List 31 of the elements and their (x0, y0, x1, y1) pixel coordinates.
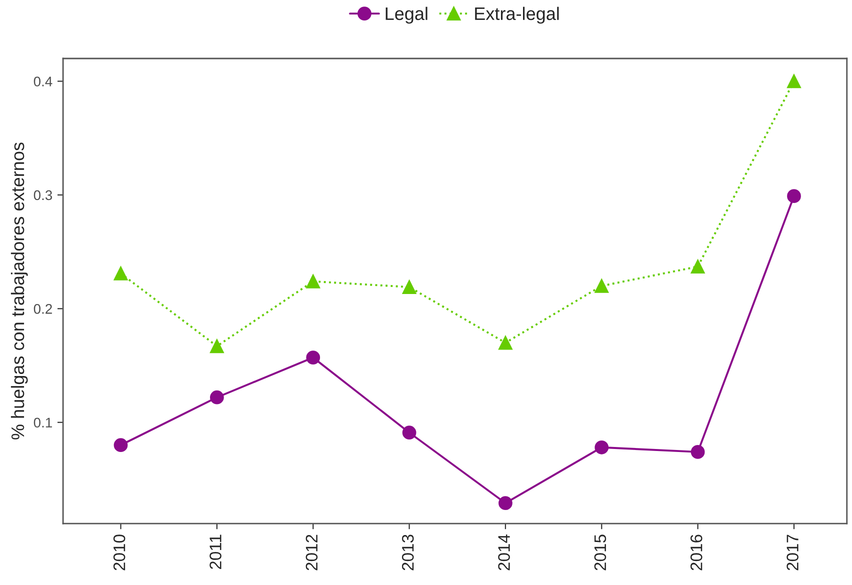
legend-label: Extra-legal (475, 6, 559, 24)
x-tick-label: 2010 (113, 534, 126, 570)
point (210, 339, 224, 354)
x-tick-label: 2016 (690, 534, 702, 570)
point (210, 390, 224, 404)
point (306, 274, 320, 288)
y-tick-label: 0.3 (34, 190, 52, 200)
point (498, 336, 512, 350)
point (306, 350, 320, 365)
point (114, 266, 128, 280)
y-tick-label: 0.4 (34, 76, 52, 86)
y-tick-label: 0.1 (34, 418, 52, 428)
point (787, 74, 801, 88)
point (114, 438, 128, 452)
point (690, 260, 705, 274)
x-tick-label: 2014 (498, 534, 510, 570)
point (498, 496, 512, 510)
x-tick-label: 2011 (210, 534, 222, 569)
y-tick-label: 0.2 (34, 304, 52, 314)
point (594, 440, 609, 454)
point (690, 444, 705, 459)
point (402, 280, 416, 294)
point (402, 426, 416, 440)
y-axis-title: % huelgas con trabajadores externos (10, 142, 28, 440)
x-tick-label: 2013 (402, 534, 414, 570)
legend-label: Legal (386, 6, 428, 24)
point (594, 278, 609, 293)
x-tick-label: 2015 (594, 534, 606, 570)
x-tick-label: 2017 (786, 534, 798, 570)
point (787, 189, 801, 204)
x-tick-label: 2012 (306, 534, 318, 570)
